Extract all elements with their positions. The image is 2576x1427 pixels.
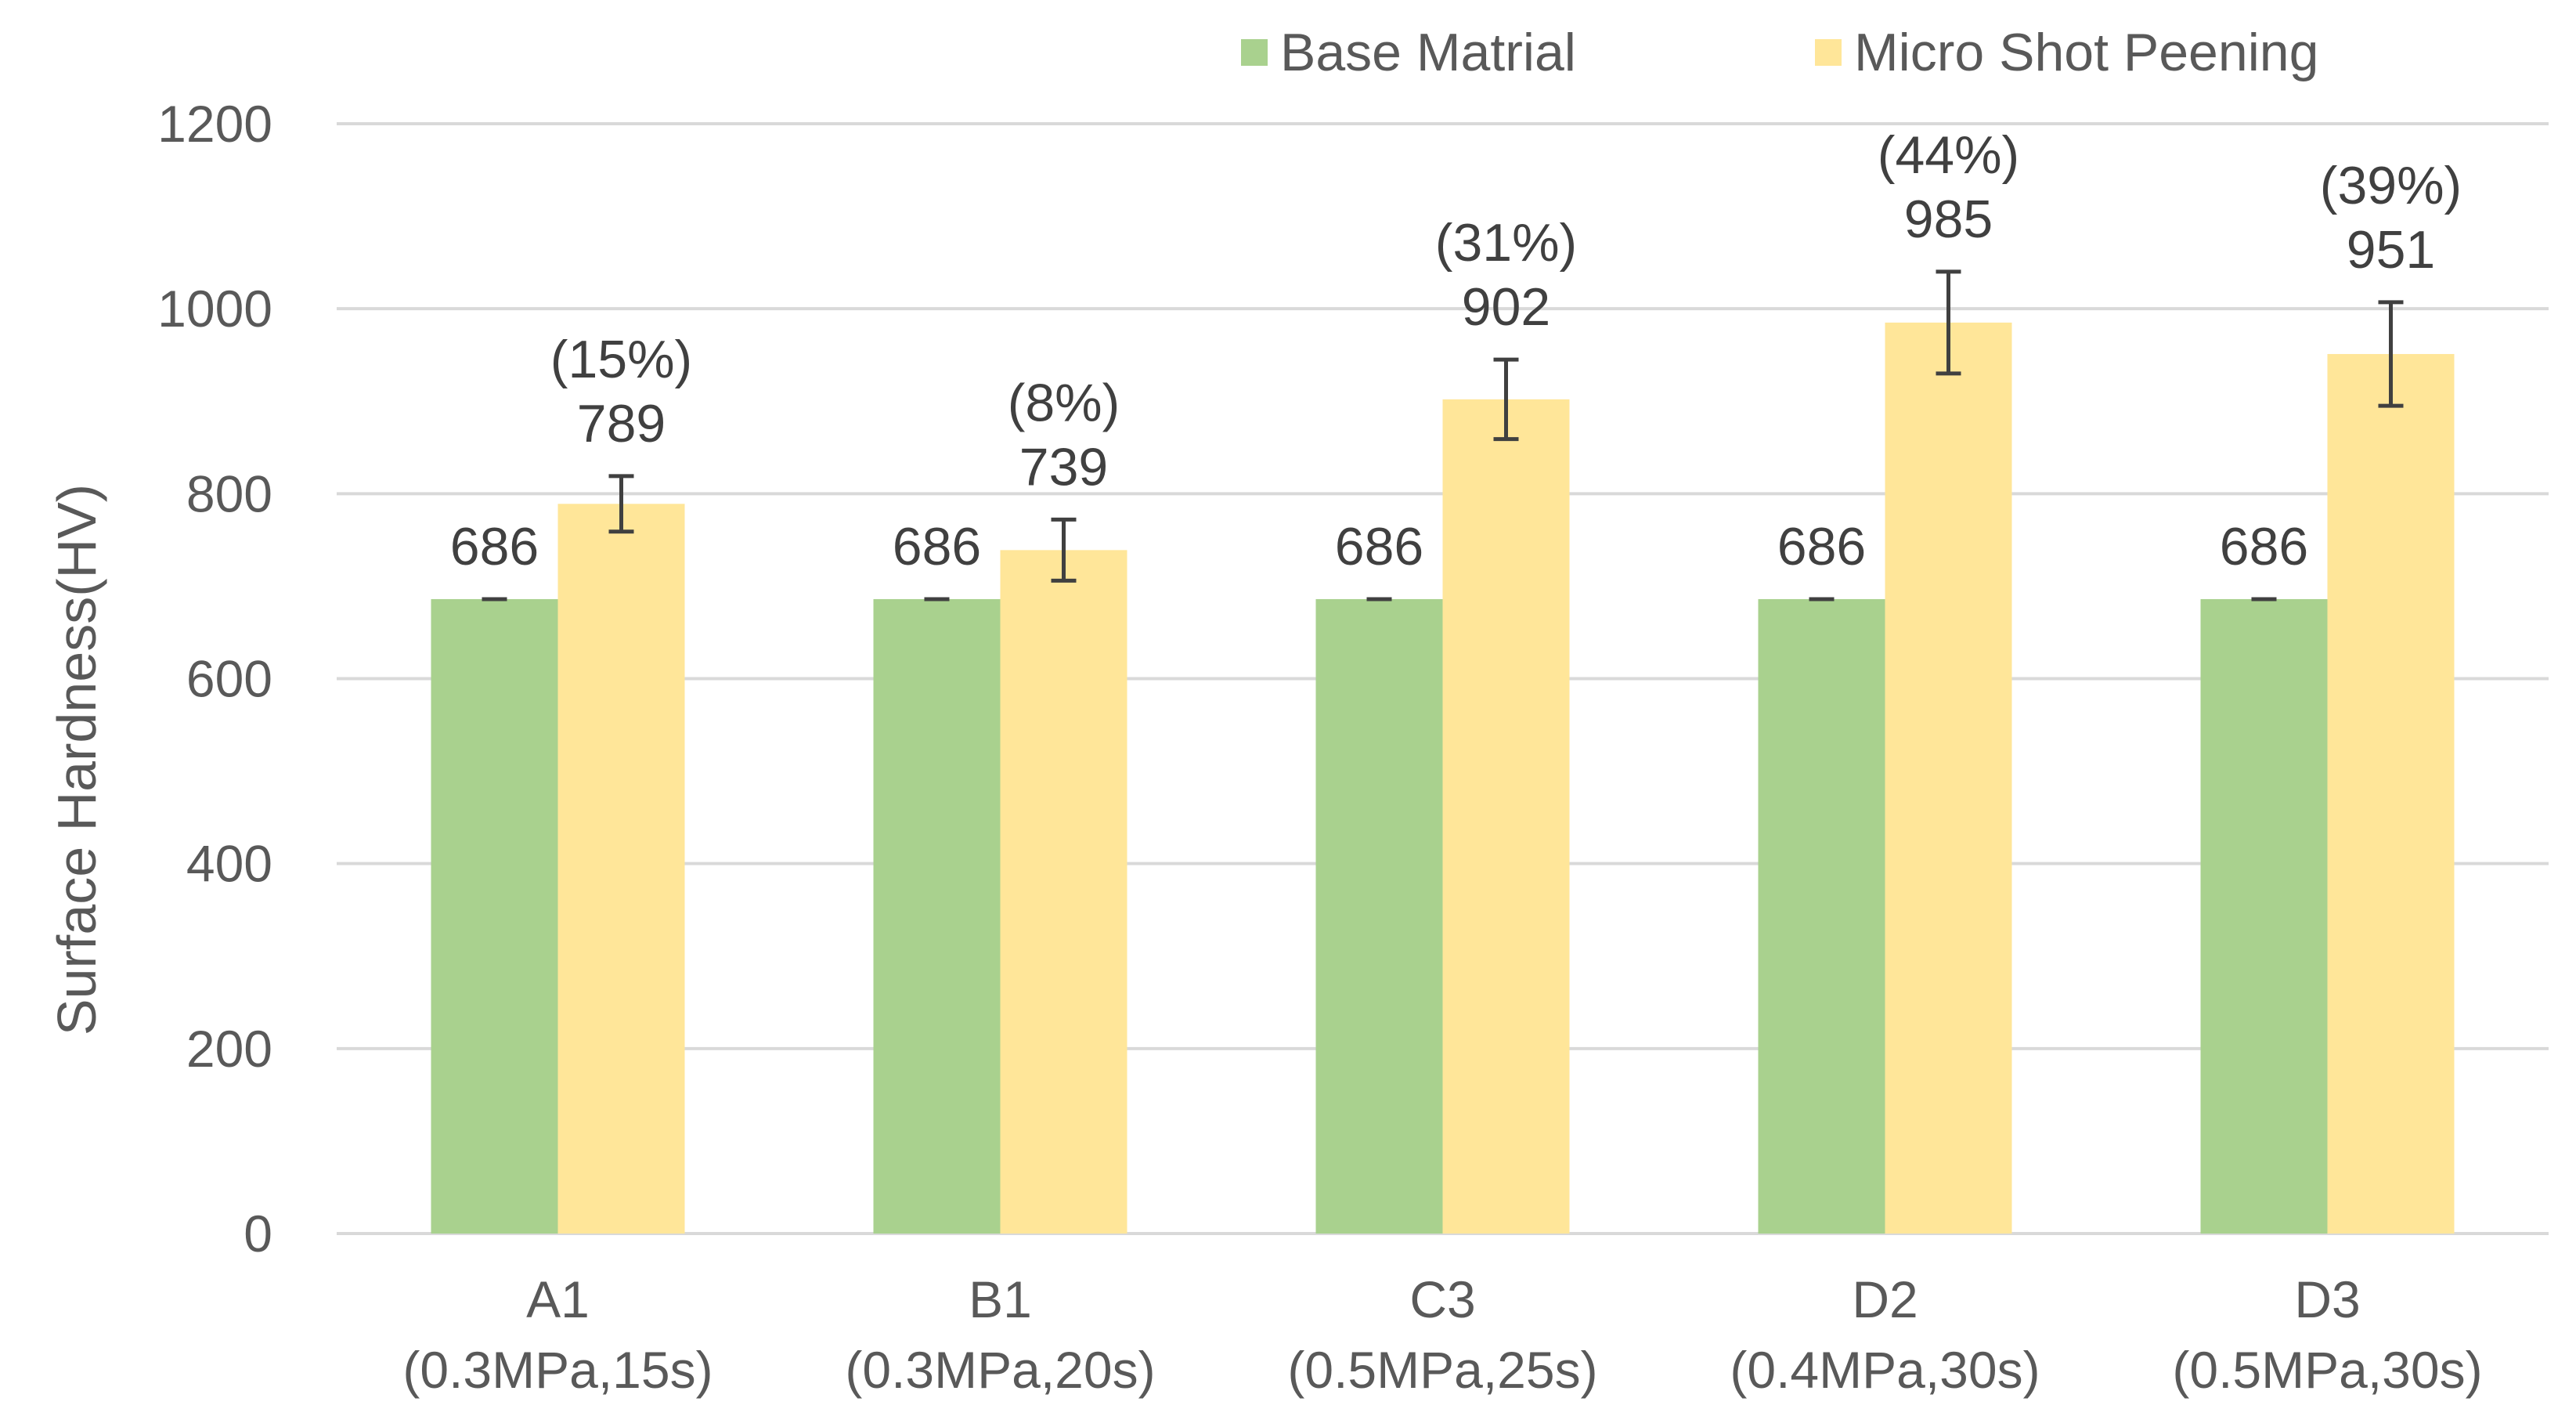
value-label: 686	[1335, 517, 1423, 576]
legend-label: Micro Shot Peening	[1854, 23, 2318, 82]
base-matrial-bar	[2200, 598, 2328, 1234]
category-label: A1	[526, 1270, 590, 1328]
value-label: 686	[450, 517, 539, 576]
category-condition-label: (0.5MPa,30s)	[2172, 1341, 2482, 1399]
x-axis-categories: A1 (0.3MPa,15s) B1 (0.3MPa,20s) C3 (0.5MPa,25…	[402, 1270, 2482, 1399]
y-tick-label: 800	[186, 464, 272, 522]
value-label: 739	[1019, 437, 1108, 497]
base-matrial-bar	[873, 598, 1001, 1234]
category-label: B1	[969, 1270, 1032, 1328]
bars	[431, 322, 2455, 1234]
value-label: 686	[893, 517, 981, 576]
y-tick-label: 600	[186, 650, 272, 708]
category-label: D3	[2294, 1270, 2360, 1328]
micro-shot-peening-bar	[1442, 399, 1570, 1234]
y-tick-label: 0	[244, 1205, 272, 1263]
increase-label: (39%)	[2320, 156, 2462, 215]
data-labels: 686 789(15%) 686 739(8%) 686 902(31%) 686 985(4…	[450, 125, 2462, 576]
category-condition-label: (0.4MPa,30s)	[1730, 1341, 2040, 1399]
base-matrial-bar	[431, 598, 558, 1234]
micro-shot-peening-bar	[2327, 354, 2455, 1234]
value-label: 902	[1462, 277, 1550, 337]
increase-label: (44%)	[1878, 125, 2019, 185]
legend: Base Matrial Micro Shot Peening	[1241, 23, 2318, 82]
legend-swatch-micro-shot-peening	[1815, 39, 1842, 66]
increase-label: (8%)	[1008, 373, 1120, 432]
base-matrial-bar	[1758, 598, 1885, 1234]
legend-swatch-base-matrial	[1241, 39, 1268, 66]
base-matrial-bar	[1315, 598, 1443, 1234]
increase-label: (15%)	[550, 330, 692, 389]
y-tick-label: 1200	[157, 95, 272, 153]
y-tick-label: 200	[186, 1020, 272, 1078]
y-tick-label: 400	[186, 835, 272, 893]
legend-label: Base Matrial	[1280, 23, 1576, 82]
value-label: 951	[2347, 220, 2435, 280]
y-axis-ticks: 0 200 400 600 800 1000 1200	[157, 95, 272, 1263]
y-tick-label: 1000	[157, 280, 272, 338]
category-label: D2	[1852, 1270, 1918, 1328]
micro-shot-peening-bar	[1885, 322, 2012, 1234]
category-label: C3	[1409, 1270, 1475, 1328]
y-axis-title: Surface Hardness(HV)	[46, 484, 107, 1035]
category-condition-label: (0.3MPa,20s)	[845, 1341, 1155, 1399]
value-label: 985	[1904, 190, 1993, 249]
micro-shot-peening-bar	[557, 504, 685, 1234]
value-label: 686	[2220, 517, 2308, 576]
value-label: 789	[577, 394, 666, 453]
value-label: 686	[1777, 517, 1866, 576]
category-condition-label: (0.3MPa,15s)	[402, 1341, 713, 1399]
category-condition-label: (0.5MPa,25s)	[1287, 1341, 1597, 1399]
micro-shot-peening-bar	[1000, 550, 1127, 1234]
increase-label: (31%)	[1435, 213, 1577, 273]
error-bars	[482, 269, 2404, 602]
